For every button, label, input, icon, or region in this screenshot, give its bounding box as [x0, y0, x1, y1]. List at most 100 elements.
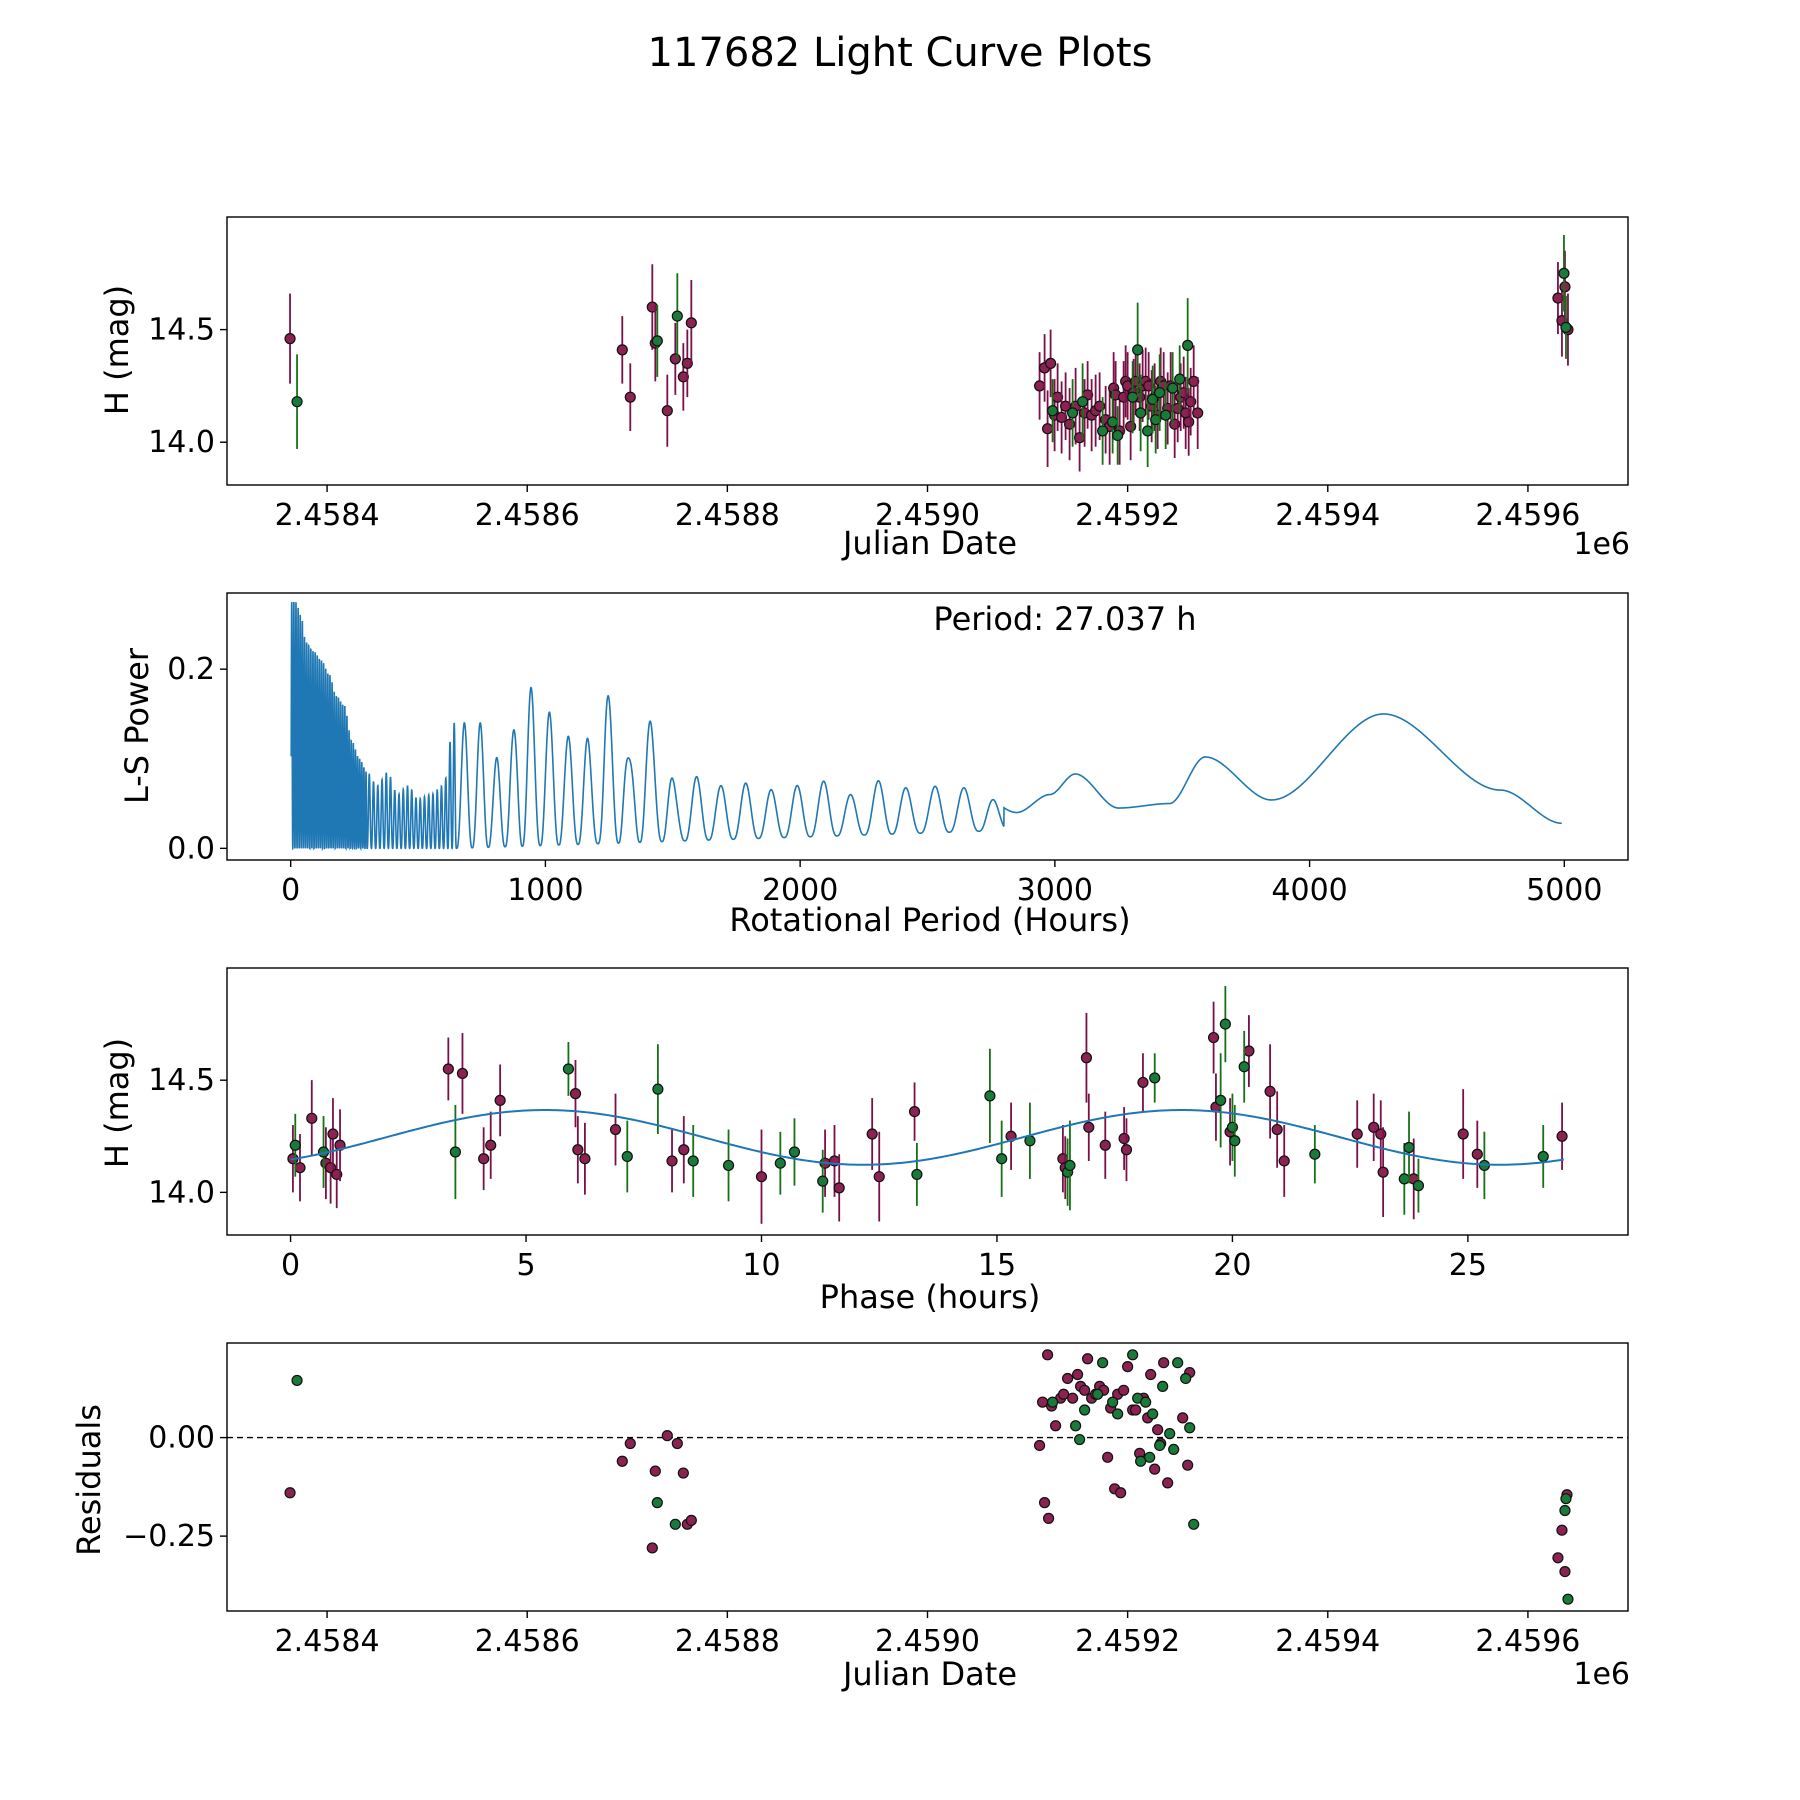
- green-data-point: [291, 1374, 303, 1387]
- figure-suptitle: 117682 Light Curve Plots: [648, 30, 1153, 76]
- green-data-point: [911, 1168, 923, 1181]
- magenta-data-point: [1038, 1497, 1051, 1509]
- green-data-point: [652, 1083, 664, 1095]
- magenta-data-point: [649, 1465, 661, 1477]
- periodogram-x-tick-label: 0: [281, 873, 300, 908]
- magenta-data-point: [1207, 1031, 1220, 1044]
- phased-y-axis-label: H (mag): [98, 1038, 136, 1168]
- magenta-data-point: [1072, 1368, 1084, 1381]
- magenta-data-point: [1118, 1132, 1130, 1145]
- green-data-point: [1097, 425, 1109, 437]
- phased-points: [287, 985, 1568, 1224]
- residuals-x-tick-label: 2.4596: [1475, 1624, 1580, 1659]
- green-data-point: [1560, 1493, 1572, 1505]
- magenta-data-point: [677, 1467, 689, 1479]
- magenta-data-point: [1122, 1361, 1134, 1373]
- magenta-data-point: [1067, 1392, 1079, 1404]
- lightcurve-panel: Julian Date H (mag) 1e6 2.4584 2.4586 2.45…: [98, 216, 1630, 562]
- magenta-data-point: [678, 1144, 690, 1156]
- green-data-point: [1157, 1380, 1169, 1392]
- green-data-point: [1107, 416, 1119, 428]
- magenta-data-point: [908, 1105, 921, 1118]
- magenta-data-point: [1080, 1052, 1093, 1064]
- phased-panel: Phase (hours) H (mag) 0 5 10 15 20 25 14.0 14.5: [98, 967, 1629, 1316]
- magenta-data-point: [1099, 1139, 1111, 1151]
- phased-plot-frame: [226, 967, 1629, 1236]
- green-data-point: [722, 1159, 735, 1172]
- magenta-data-point: [1145, 1368, 1157, 1381]
- green-data-point: [817, 1175, 829, 1187]
- magenta-data-point: [1377, 1166, 1389, 1178]
- magenta-data-point: [866, 1128, 878, 1140]
- green-data-point: [1184, 1422, 1196, 1434]
- magenta-data-point: [442, 1063, 454, 1075]
- magenta-data-point: [1188, 375, 1200, 388]
- green-data-point: [1562, 1593, 1574, 1605]
- magenta-data-point: [833, 1182, 845, 1194]
- magenta-data-point: [485, 1139, 497, 1151]
- green-data-point: [774, 1157, 786, 1169]
- green-data-point: [1168, 1443, 1180, 1456]
- lightcurve-y-tick-label: 14.5: [148, 313, 215, 348]
- periodogram-x-tick-label: 2000: [762, 873, 838, 908]
- lightcurve-x-tick-label: 2.4596: [1475, 498, 1580, 533]
- green-data-point: [1070, 1420, 1082, 1432]
- green-data-point: [1412, 1180, 1425, 1192]
- green-data-point: [1132, 344, 1144, 356]
- periodogram-x-tick-label: 5000: [1526, 873, 1602, 908]
- green-data-point: [1188, 1518, 1200, 1530]
- green-data-point: [1135, 1455, 1147, 1467]
- green-data-point: [1097, 1357, 1109, 1369]
- residuals-y-tick-label: 0.00: [148, 1421, 215, 1456]
- green-data-point: [1064, 1159, 1076, 1172]
- residuals-x-tick-label: 2.4590: [875, 1624, 980, 1659]
- magenta-data-point: [1042, 1512, 1055, 1524]
- green-data-point: [671, 310, 683, 322]
- residuals-x-axis-label: Julian Date: [841, 1655, 1017, 1693]
- green-data-point: [1092, 1388, 1104, 1400]
- lightcurve-x-offset-label: 1e6: [1573, 527, 1630, 562]
- magenta-data-point: [1556, 1524, 1568, 1536]
- magenta-data-point: [1061, 1372, 1074, 1385]
- green-data-point: [289, 1139, 301, 1151]
- green-data-point: [1077, 396, 1089, 408]
- green-data-point: [1046, 405, 1059, 417]
- magenta-data-point: [1049, 1420, 1062, 1432]
- magenta-data-point: [494, 1094, 506, 1106]
- periodogram-x-tick-label: 1000: [507, 873, 583, 908]
- green-data-point: [449, 1146, 461, 1158]
- green-data-point: [1167, 382, 1179, 394]
- magenta-data-point: [1137, 1076, 1149, 1089]
- green-data-point: [1135, 407, 1147, 419]
- green-data-point: [1226, 1121, 1239, 1133]
- lightcurve-x-axis-label: Julian Date: [841, 524, 1017, 562]
- green-data-point: [1140, 1396, 1152, 1408]
- magenta-data-point: [677, 371, 689, 383]
- magenta-data-point: [569, 1088, 582, 1100]
- phased-x-tick-label: 5: [516, 1248, 535, 1283]
- magenta-data-point: [873, 1171, 885, 1183]
- period-annotation: Period: 27.037 h: [933, 600, 1196, 638]
- green-data-point: [1067, 407, 1079, 419]
- magenta-data-point: [572, 1144, 584, 1156]
- magenta-data-point: [294, 1162, 306, 1174]
- magenta-data-point: [306, 1112, 318, 1124]
- residuals-x-tick-label: 2.4594: [1275, 1624, 1380, 1659]
- magenta-data-point: [1559, 1565, 1571, 1578]
- green-data-point: [1182, 339, 1194, 351]
- magenta-data-point: [1162, 1477, 1174, 1489]
- magenta-data-point: [624, 391, 636, 403]
- green-data-point: [1107, 1396, 1119, 1408]
- magenta-data-point: [616, 344, 628, 356]
- magenta-data-point: [284, 1487, 296, 1499]
- residuals-y-tick-label: −0.25: [123, 1519, 215, 1554]
- magenta-data-point: [1177, 1412, 1189, 1424]
- magenta-data-point: [1079, 1384, 1091, 1396]
- magenta-data-point: [671, 1437, 683, 1450]
- periodogram-plot-frame: [226, 592, 1629, 861]
- green-data-point: [651, 335, 663, 347]
- green-data-point: [651, 1497, 663, 1509]
- periodogram-y-tick-label: 0.0: [167, 831, 215, 866]
- residuals-x-tick-label: 2.4586: [475, 1624, 580, 1659]
